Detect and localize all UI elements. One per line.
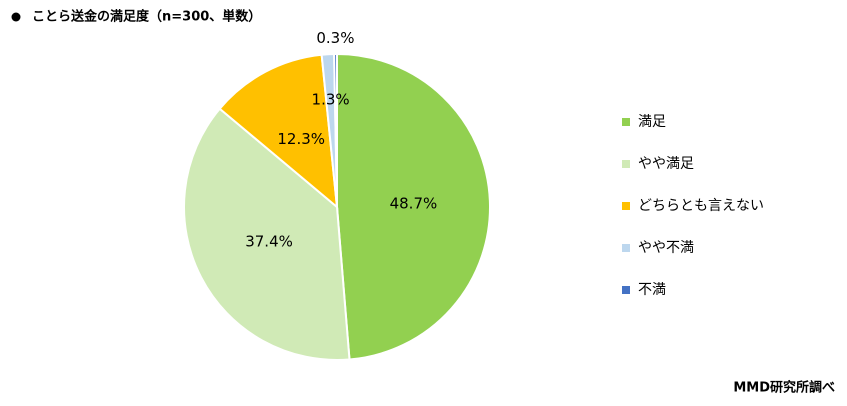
- legend-label: どちらとも言えない: [638, 198, 764, 214]
- pie-slice: [333, 52, 338, 208]
- legend-label: やや不満: [638, 240, 694, 256]
- data-label: 12.3%: [277, 130, 325, 148]
- data-label: 0.3%: [316, 29, 354, 47]
- legend-label: 満足: [638, 114, 666, 130]
- legend-label: やや満足: [638, 156, 694, 172]
- legend-swatch: [622, 286, 630, 294]
- data-label: 48.7%: [390, 194, 438, 212]
- legend-swatch: [622, 202, 630, 210]
- source: MMD研究所調べ: [733, 380, 835, 396]
- pie-slice: [336, 52, 491, 361]
- title-bullet: [11, 12, 21, 22]
- data-label: 1.3%: [312, 91, 350, 109]
- chart-title: ことら送金の満足度（n=300、単数）: [32, 9, 261, 25]
- legend-label: 不満: [638, 282, 666, 298]
- legend-swatch: [622, 118, 630, 126]
- pie-slice: [218, 53, 339, 210]
- data-label: 37.4%: [245, 233, 293, 251]
- legend-swatch: [622, 244, 630, 252]
- pie-slice: [183, 107, 351, 361]
- legend-swatch: [622, 160, 630, 168]
